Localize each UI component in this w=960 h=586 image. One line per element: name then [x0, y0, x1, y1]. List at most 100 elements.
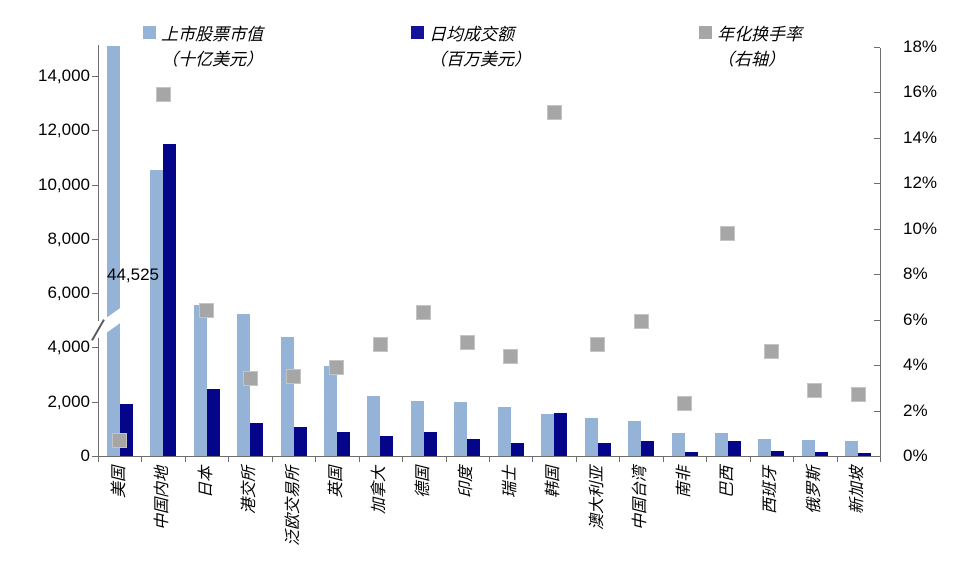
- daily-volume-bar: [163, 144, 177, 456]
- turnover-marker: [633, 314, 649, 330]
- left-axis-tick: [92, 75, 98, 77]
- x-axis-label: 巴西: [718, 466, 736, 499]
- x-axis-label: 瑞士: [501, 466, 519, 499]
- market-cap-bar: [454, 402, 468, 456]
- daily-volume-bar: [727, 441, 741, 456]
- left-axis-tick: [92, 347, 98, 349]
- right-axis-tick-label: 18%: [903, 37, 938, 57]
- x-axis-label: 中国台湾: [632, 466, 650, 531]
- market-cap-bar: [801, 439, 815, 456]
- x-axis-tick: [749, 457, 751, 462]
- right-axis-tick: [874, 274, 880, 276]
- market-cap-legend-swatch: [143, 26, 156, 39]
- right-axis-tick-label: 4%: [903, 355, 928, 375]
- daily-volume-bar: [467, 438, 481, 456]
- x-axis-tick: [532, 457, 534, 462]
- legend-daily-volume-line2: （百万美元）: [429, 50, 531, 69]
- turnover-marker: [807, 382, 823, 398]
- x-axis-label-anchor: 俄罗斯: [806, 466, 854, 514]
- right-axis-tick: [874, 137, 880, 139]
- daily-volume-bar: [423, 431, 437, 456]
- x-axis-label-anchor: 德国: [415, 466, 447, 498]
- right-axis-tick-label: 6%: [903, 309, 928, 329]
- x-axis-label: 西班牙: [762, 466, 780, 515]
- legend-item-daily-volume: 日均成交额 （百万美元）: [411, 22, 531, 72]
- market-cap-bar: [410, 400, 424, 456]
- x-axis-label: 日本: [197, 466, 215, 499]
- left-axis-tick: [92, 293, 98, 295]
- right-axis-tick-label: 12%: [903, 173, 938, 193]
- right-axis-tick: [874, 92, 880, 94]
- market-cap-bar: [497, 406, 511, 456]
- market-cap-bar: [367, 395, 381, 456]
- turnover-legend-swatch: [699, 26, 712, 39]
- x-axis-label-anchor: 新加坡: [849, 466, 897, 514]
- x-axis-tick: [98, 457, 99, 462]
- x-axis-label: 南非: [675, 466, 693, 499]
- left-axis-tick-label: 10,000: [38, 174, 90, 194]
- right-axis-tick-label: 0%: [903, 446, 928, 465]
- x-axis-tick: [141, 457, 143, 462]
- x-axis-label-anchor: 瑞士: [502, 466, 534, 498]
- x-axis-label-anchor: 西班牙: [762, 466, 810, 514]
- turnover-marker: [112, 432, 128, 448]
- turnover-marker: [546, 105, 562, 121]
- x-axis-tick: [184, 457, 186, 462]
- market-cap-bar: [628, 420, 642, 456]
- daily-volume-bar: [380, 435, 394, 456]
- right-axis-tick-label: 16%: [903, 82, 938, 102]
- turnover-marker: [677, 396, 692, 412]
- x-axis-tick: [228, 457, 230, 462]
- left-axis-tick-label: 14,000: [38, 65, 90, 85]
- x-axis-label-anchor: 南非: [676, 466, 708, 498]
- left-axis-tick: [92, 130, 98, 132]
- turnover-marker: [199, 303, 215, 319]
- left-axis-tick-label: 6,000: [47, 283, 90, 303]
- right-axis-tick: [874, 228, 880, 230]
- legend-turnover-line2: （右轴）: [717, 50, 785, 69]
- x-axis-tick: [271, 457, 273, 462]
- daily-volume-bar: [510, 442, 524, 456]
- market-cap-bar: [758, 438, 772, 456]
- daily-volume-bar: [597, 443, 611, 456]
- turnover-marker: [459, 334, 475, 350]
- right-axis-tick: [874, 410, 880, 412]
- market-cap-bar: [150, 169, 164, 456]
- x-axis-label: 港交所: [241, 466, 259, 515]
- legend-market-cap-line2: （十亿美元）: [161, 50, 263, 69]
- left-axis-tick: [92, 184, 98, 186]
- right-axis-tick: [874, 47, 880, 49]
- x-axis-label-anchor: 印度: [458, 466, 490, 498]
- left-axis-line-upper: [98, 45, 99, 321]
- x-axis-label: 中国内地: [154, 466, 172, 531]
- daily-volume-bar: [554, 412, 568, 456]
- market-cap-bar: [845, 440, 859, 456]
- daily-volume-bar: [858, 453, 872, 456]
- market-cap-bar: [671, 433, 685, 456]
- x-axis-tick: [662, 457, 664, 462]
- x-axis-label-anchor: 韩国: [545, 466, 577, 498]
- turnover-marker: [286, 368, 301, 384]
- market-cap-bar: [541, 414, 555, 456]
- right-axis-tick-label: 10%: [903, 218, 938, 238]
- turnover-marker: [763, 343, 779, 359]
- daily-volume-bar: [684, 452, 698, 456]
- turnover-marker: [416, 305, 432, 321]
- market-cap-bar: [714, 433, 728, 456]
- x-axis-label: 俄罗斯: [805, 466, 823, 515]
- daily-volume-bar: [814, 452, 828, 456]
- x-axis-tick: [706, 457, 708, 462]
- x-axis-tick: [445, 457, 447, 462]
- market-cap-bar: [323, 366, 337, 456]
- x-axis-label-anchor: 巴西: [719, 466, 751, 498]
- x-axis-label: 印度: [458, 466, 476, 499]
- x-axis-tick: [489, 457, 490, 462]
- x-axis-tick: [793, 457, 795, 462]
- turnover-marker: [850, 387, 866, 403]
- daily-volume-bar: [206, 389, 220, 456]
- left-axis-tick: [92, 238, 98, 240]
- left-axis-tick-label: 0: [80, 446, 90, 465]
- x-axis-label: 新加坡: [849, 466, 867, 515]
- x-axis-tick: [575, 457, 577, 462]
